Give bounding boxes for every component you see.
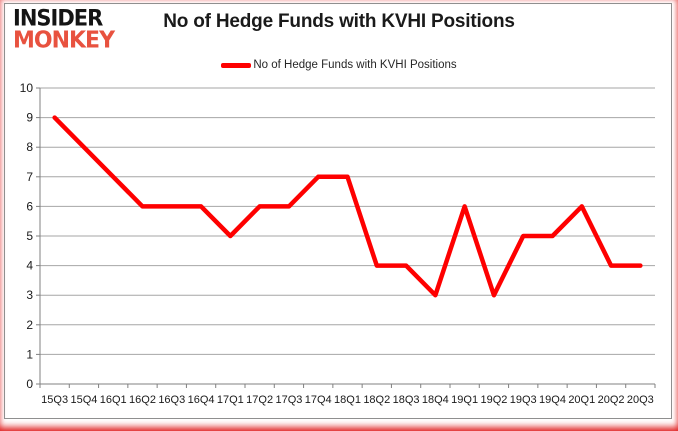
y-tick-label: 1 <box>26 347 33 361</box>
y-tick-label: 8 <box>26 140 33 154</box>
x-tick-label: 19Q4 <box>539 394 566 406</box>
y-tick-label: 0 <box>26 377 33 391</box>
x-tick-label: 17Q4 <box>305 394 332 406</box>
x-tick-label: 19Q1 <box>451 394 478 406</box>
legend-line-marker <box>221 62 252 68</box>
x-tick-label: 20Q1 <box>568 394 595 406</box>
x-tick-label: 19Q3 <box>510 394 537 406</box>
x-tick-label: 18Q1 <box>334 394 361 406</box>
x-tick-label: 20Q2 <box>598 394 625 406</box>
insider-monkey-logo: INSIDER MONKEY <box>13 5 115 54</box>
y-tick-label: 2 <box>26 318 33 332</box>
x-tick-label: 16Q1 <box>100 394 127 406</box>
x-tick-label: 19Q2 <box>480 394 507 406</box>
logo-word-monkey: MONKEY <box>13 27 115 54</box>
x-tick-label: 17Q2 <box>246 394 273 406</box>
x-tick-label: 17Q1 <box>217 394 244 406</box>
y-tick-label: 10 <box>20 81 34 95</box>
x-tick-label: 17Q3 <box>275 394 302 406</box>
chart-legend: No of Hedge Funds with KVHI Positions <box>0 59 678 71</box>
y-tick-label: 3 <box>26 288 33 302</box>
x-tick-label: 16Q3 <box>158 394 185 406</box>
y-tick-label: 4 <box>26 259 33 273</box>
y-tick-label: 5 <box>26 229 33 243</box>
x-tick-label: 18Q2 <box>363 394 390 406</box>
series-line <box>52 115 643 298</box>
y-tick-label: 9 <box>26 111 33 125</box>
logo-word-insider: INSIDER <box>13 5 103 31</box>
legend-label: No of Hedge Funds with KVHI Positions <box>253 59 457 71</box>
x-tick-label: 15Q3 <box>41 394 68 406</box>
x-tick-label: 16Q2 <box>129 394 156 406</box>
y-tick-label: 6 <box>26 199 33 213</box>
x-tick-label: 18Q4 <box>422 394 449 406</box>
chart-title: No of Hedge Funds with KVHI Positions <box>163 11 515 32</box>
x-tick-label: 16Q4 <box>188 394 215 406</box>
x-tick-label: 20Q3 <box>627 394 654 406</box>
x-tick-label: 15Q4 <box>70 394 97 406</box>
x-tick-label: 18Q3 <box>393 394 420 406</box>
y-tick-label: 7 <box>26 170 33 184</box>
